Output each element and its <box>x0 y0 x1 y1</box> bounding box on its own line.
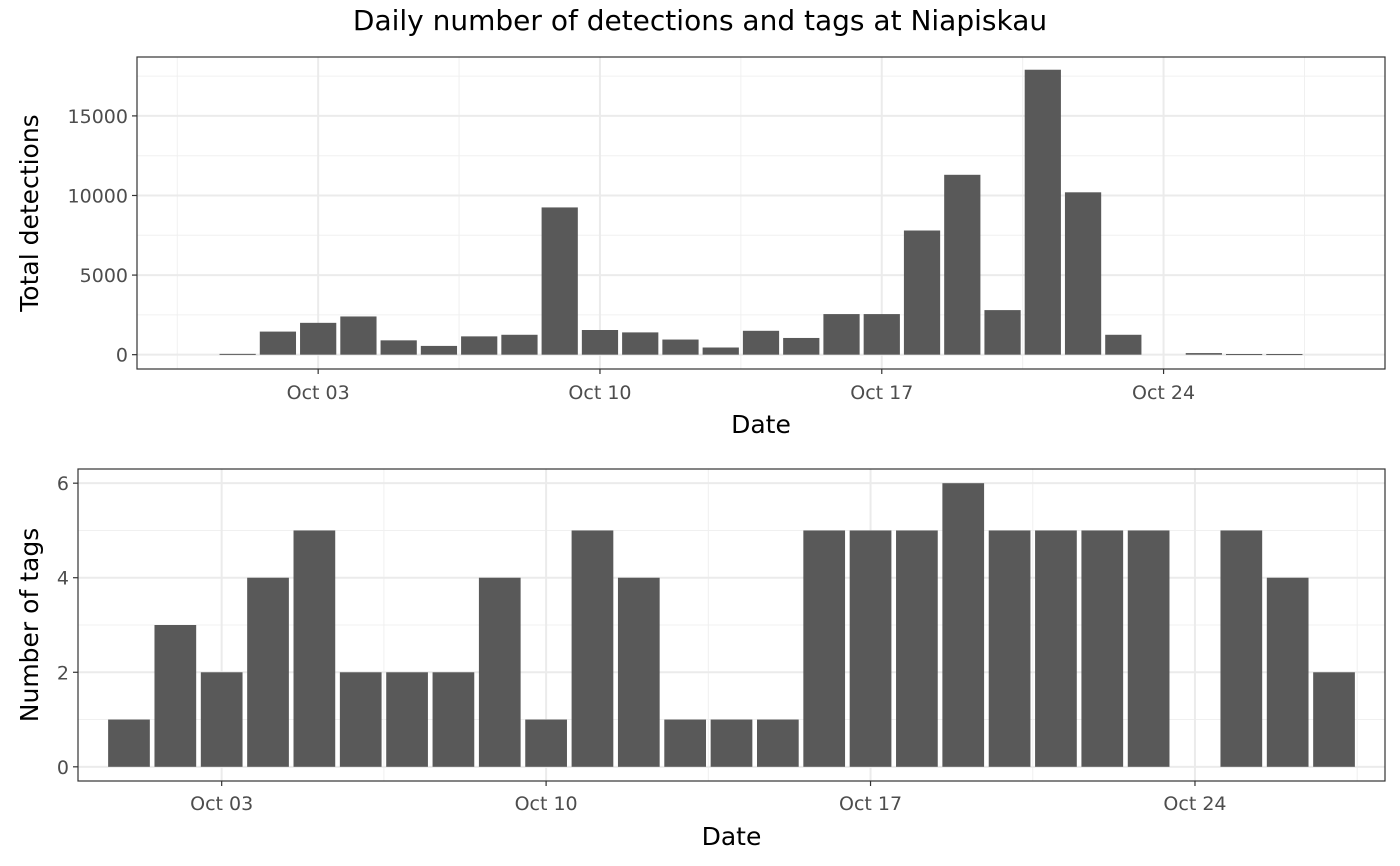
y-tick-label: 0 <box>116 345 128 367</box>
bar <box>501 334 538 355</box>
y-tick-label: 15000 <box>68 106 128 128</box>
bar <box>849 530 892 767</box>
panel-border <box>77 468 1386 782</box>
bar <box>1225 354 1263 356</box>
bar <box>420 345 458 355</box>
bar <box>200 672 243 767</box>
x-axis-title: Date <box>731 410 791 439</box>
bar <box>1081 530 1124 767</box>
bar <box>340 316 377 355</box>
x-tick-label: Oct 24 <box>1132 382 1195 404</box>
bar <box>742 330 780 355</box>
bar <box>903 230 941 355</box>
bar <box>154 625 197 767</box>
bar <box>259 331 297 355</box>
x-tick-label: Oct 17 <box>850 382 913 404</box>
y-tick-label: 2 <box>57 662 69 684</box>
bar <box>988 530 1031 767</box>
bar <box>247 577 289 767</box>
y-tick-label: 0 <box>57 757 69 779</box>
bar <box>1105 334 1142 355</box>
x-tick-label: Oct 03 <box>287 382 350 404</box>
bar <box>1220 530 1263 767</box>
bar <box>219 353 256 355</box>
plot-background <box>137 57 1385 369</box>
bar <box>1064 192 1102 355</box>
bar <box>1185 353 1222 355</box>
chart-title: Daily number of detections and tags at N… <box>352 4 1048 37</box>
bar <box>1266 354 1303 356</box>
bar <box>942 483 985 767</box>
y-tick-label: 6 <box>57 473 69 495</box>
bar <box>664 719 707 767</box>
bar <box>541 207 578 355</box>
x-tick-label: Oct 03 <box>190 793 253 815</box>
bar <box>710 719 753 767</box>
chart-panel-1: 0 5000 10000 15000 Oct 03 Oct 10 Oct 17 Oct 24 D… <box>15 56 1386 439</box>
bar <box>863 314 900 355</box>
y-tick-label: 10000 <box>68 185 128 207</box>
bar <box>756 719 799 767</box>
bar <box>525 719 567 767</box>
chart-panel-2: 0 2 4 6 Oct 03 Oct 10 Oct 17 Oct 24 Date Number o… <box>15 468 1386 851</box>
bar <box>1266 577 1309 767</box>
bar <box>339 672 382 767</box>
bar <box>478 577 521 767</box>
bar <box>571 530 614 767</box>
y-tick-label: 5000 <box>80 265 128 287</box>
bar <box>108 719 150 767</box>
bar <box>984 310 1021 355</box>
bar <box>622 332 659 355</box>
bar <box>300 322 337 355</box>
bar <box>293 530 336 767</box>
bar <box>662 339 699 355</box>
x-tick-label: Oct 10 <box>568 382 631 404</box>
bar <box>617 577 660 767</box>
bar <box>380 340 417 355</box>
bar <box>386 672 428 767</box>
bar <box>1313 672 1355 767</box>
bar <box>896 530 938 767</box>
bar <box>1024 69 1061 355</box>
bar <box>783 337 820 355</box>
y-tick-label: 4 <box>57 568 69 590</box>
bar <box>702 347 739 355</box>
bar <box>581 330 619 355</box>
x-tick-label: Oct 10 <box>515 793 578 815</box>
panel-border <box>136 56 1386 370</box>
bar <box>461 336 498 355</box>
bar <box>432 672 475 767</box>
bar <box>1035 530 1077 767</box>
x-axis-title: Date <box>702 822 762 851</box>
bar <box>823 314 860 355</box>
bar <box>944 174 981 355</box>
bar <box>1127 530 1170 767</box>
y-axis-title: Number of tags <box>15 528 44 722</box>
y-axis-title: Total detections <box>15 114 44 312</box>
bar <box>803 530 846 767</box>
x-tick-label: Oct 24 <box>1163 793 1226 815</box>
x-tick-label: Oct 17 <box>839 793 902 815</box>
